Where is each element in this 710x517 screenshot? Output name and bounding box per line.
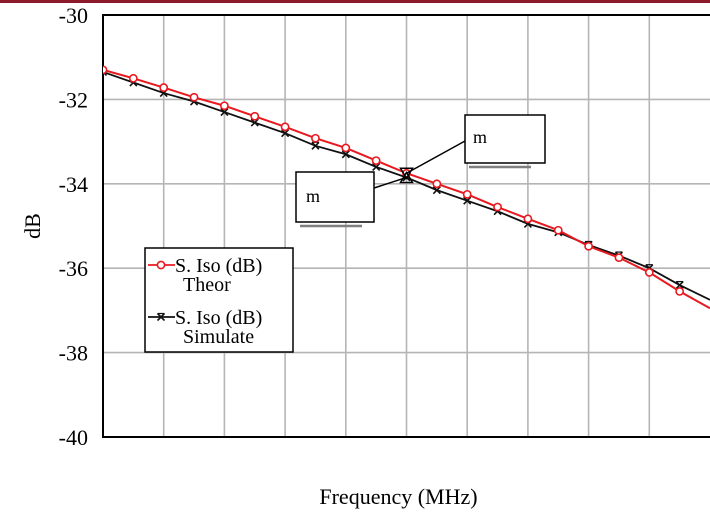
marker-leader-line [406, 140, 466, 174]
data-point [584, 241, 593, 251]
legend-entry[interactable]: S. Iso (dB)Simulate [148, 307, 262, 348]
data-point [128, 73, 138, 83]
legend-swatch-marker [156, 312, 166, 322]
legend-swatch-marker [156, 260, 166, 270]
legend-label-line1: S. Iso (dB) [175, 307, 262, 329]
y-axis-ticks: -30 -32 -34 -36 -38 -40 [59, 3, 88, 450]
legend-label-line1: S. Iso (dB) [175, 255, 262, 277]
legend-entry[interactable]: S. Iso (dB)Theor [148, 255, 262, 296]
marker-label: m [306, 186, 320, 206]
marker-box[interactable] [295, 171, 375, 223]
data-point [675, 287, 685, 296]
data-point [493, 202, 502, 212]
grid [103, 15, 710, 437]
y-tick-label: -30 [59, 3, 88, 28]
legend-label-line2: Theor [183, 274, 231, 296]
data-point [644, 268, 654, 277]
data-point [219, 101, 229, 111]
data-point [250, 111, 260, 121]
y-tick-label: -38 [59, 341, 88, 366]
y-tick-label: -32 [59, 87, 88, 112]
series-theory [103, 65, 710, 310]
data-point [614, 253, 624, 263]
marker-leader-line [373, 176, 407, 189]
marker-label: m [473, 127, 487, 147]
y-tick-label: -36 [59, 256, 88, 281]
y-tick-label: -40 [59, 425, 88, 450]
data-point [523, 214, 533, 224]
data-point [159, 83, 169, 92]
plot-area-frame [102, 14, 710, 438]
legend-label-line2: Simulate [183, 326, 254, 348]
marker-pointer [399, 167, 414, 180]
data-point [432, 179, 442, 189]
top-accent-bar [0, 0, 710, 3]
marker-box[interactable] [464, 114, 546, 164]
data-point [280, 122, 290, 132]
y-axis-label: dB [20, 213, 45, 239]
data-point [189, 92, 199, 102]
series-layer [103, 65, 710, 310]
data-point [103, 65, 108, 75]
data-point [341, 143, 351, 153]
data-point [553, 225, 563, 235]
y-tick-label: -34 [59, 172, 88, 197]
marker-annotations: mm [295, 114, 546, 228]
marker-pointer [399, 171, 414, 184]
data-point [462, 189, 472, 199]
data-point [311, 133, 320, 143]
data-point [675, 280, 684, 290]
data-point [371, 156, 381, 165]
x-axis-label: Frequency (MHz) [319, 484, 477, 509]
